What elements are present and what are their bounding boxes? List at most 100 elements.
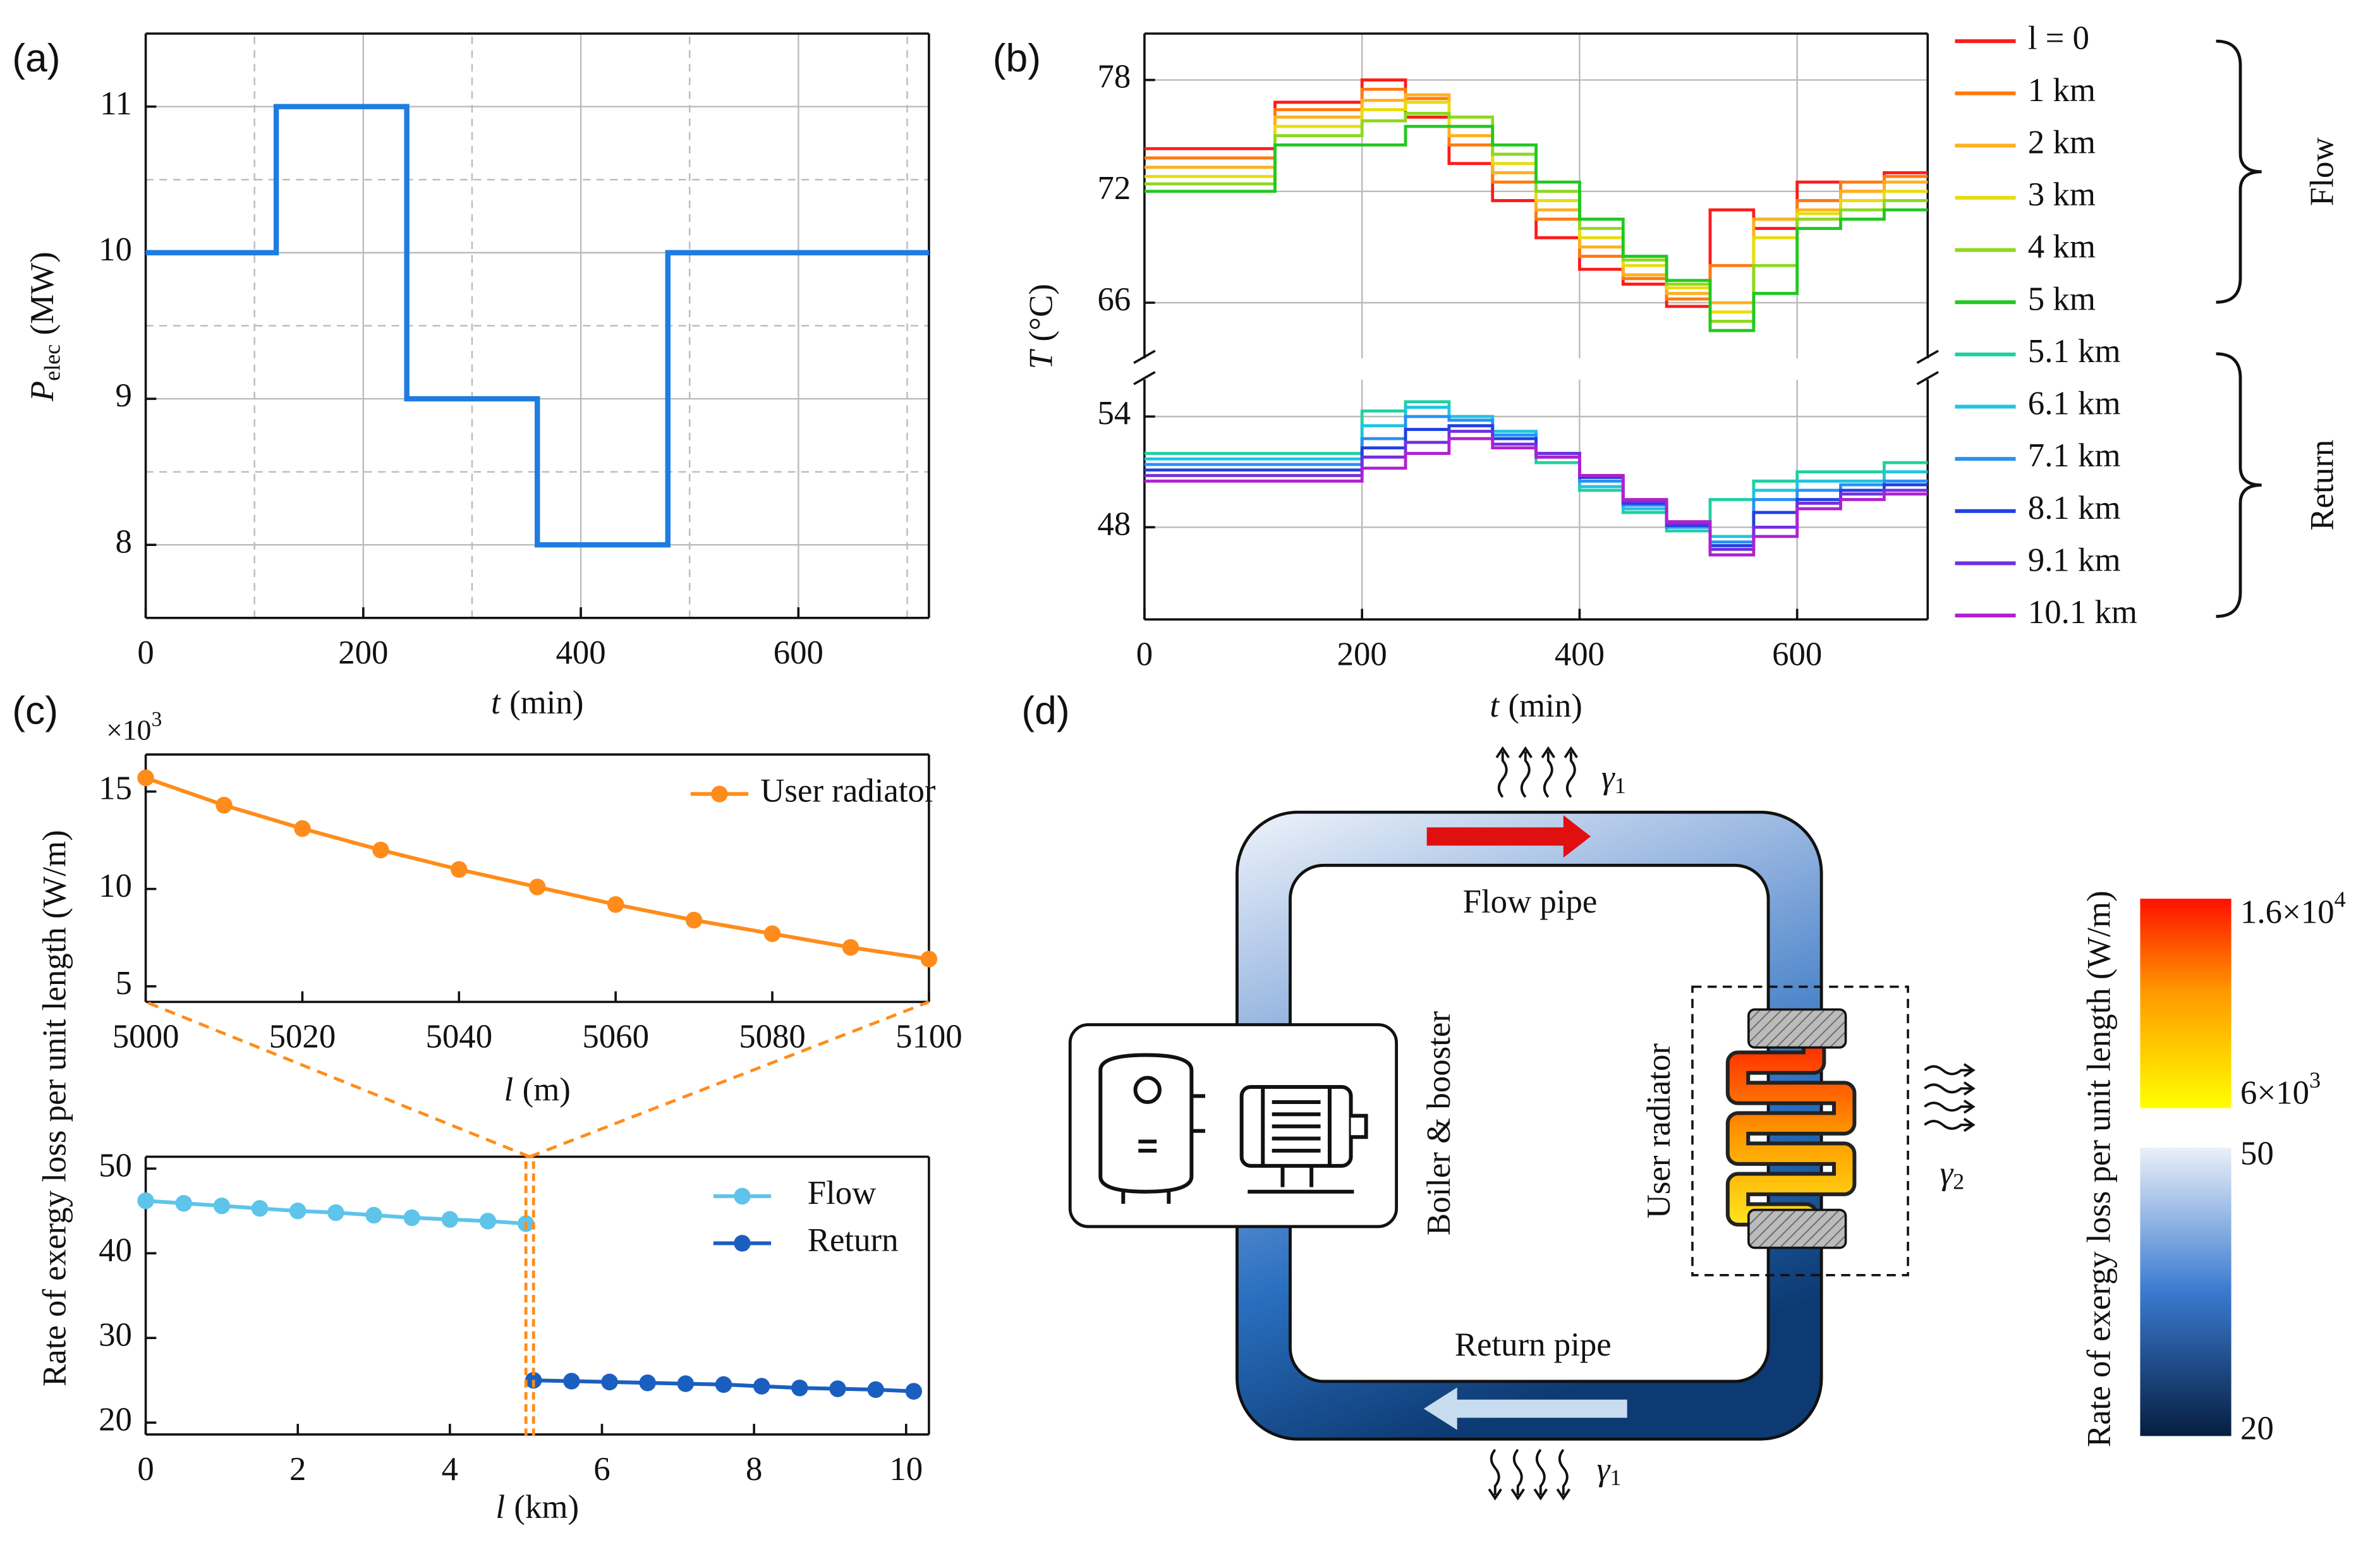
symbol: l (504, 1072, 514, 1108)
y-tick-label: 50 (99, 1147, 132, 1184)
colorbar-label: Rate of exergy loss per unit length (W/m… (2081, 890, 2118, 1447)
marker (451, 861, 468, 878)
marker (479, 1213, 497, 1230)
axis-break (1916, 371, 1939, 385)
panel-label: (a) (12, 36, 60, 80)
unit: (min) (1508, 688, 1582, 724)
marker (441, 1211, 459, 1228)
x-tick-label: 5100 (896, 1019, 962, 1055)
y-tick-label: 54 (1098, 395, 1131, 432)
x-tick-label: 200 (338, 634, 388, 671)
panel-label: (d) (1021, 689, 1069, 733)
colorbar-tick: 1.6×104 (2240, 887, 2346, 930)
legend-label: 7.1 km (2028, 437, 2121, 474)
x-tick-label: 600 (1772, 636, 1822, 672)
colorbar-tick: 20 (2240, 1410, 2274, 1447)
symbol: T (1023, 348, 1060, 369)
symbol: P (24, 381, 61, 402)
radiator-coil (1729, 1047, 1853, 1237)
step-line (1144, 78, 1928, 308)
x-tick-label: 5040 (425, 1019, 492, 1055)
y-multiplier: ×103 (106, 708, 162, 746)
step-line (1144, 415, 1928, 544)
legend-marker (734, 1235, 751, 1252)
return-arrow (1423, 1387, 1627, 1430)
boiler-icon (1098, 1053, 1368, 1204)
step-line (1144, 112, 1928, 323)
x-tick-label: 2 (289, 1451, 306, 1488)
step-line (1144, 87, 1928, 301)
axis-label: Pelec (MW) (24, 252, 65, 402)
marker (753, 1378, 770, 1395)
marker (289, 1203, 307, 1220)
x-tick-label: 0 (1136, 636, 1153, 672)
y-tick-label: 66 (1098, 281, 1131, 318)
marker (175, 1194, 192, 1212)
radiator-label: User radiator (1641, 1043, 1677, 1219)
step-line (1144, 124, 1928, 332)
x-tick-label: 200 (1337, 636, 1387, 672)
marker (677, 1375, 695, 1392)
marker (251, 1199, 269, 1217)
legend-label: 5.1 km (2028, 333, 2121, 370)
unit: (°C) (1023, 284, 1060, 342)
axis-label: T (°C) (1023, 284, 1060, 369)
legend-label: 5 km (2028, 281, 2096, 317)
colorbar-cool (2140, 1148, 2231, 1436)
legend-marker (734, 1187, 751, 1205)
step-line (145, 104, 929, 548)
y-tick-label: 8 (116, 523, 132, 560)
step-line (1144, 437, 1928, 557)
legend-label: 3 km (2028, 176, 2096, 213)
legend-label: 10.1 km (2028, 594, 2137, 631)
symbol: t (1490, 688, 1500, 724)
legend-label: 8.1 km (2028, 490, 2121, 526)
colorbar-warm (2140, 899, 2231, 1108)
gamma-symbol: γ (1597, 1451, 1611, 1488)
symbol: t (491, 684, 501, 721)
mantissa: 6×10 (2240, 1075, 2309, 1112)
y-tick-label: 9 (116, 377, 132, 414)
axis-label: t (min) (1490, 688, 1582, 724)
marker (842, 938, 859, 956)
unit: (min) (509, 684, 583, 721)
marker (905, 1383, 923, 1400)
marker (294, 820, 311, 837)
colorbar-tick: 50 (2240, 1136, 2274, 1172)
return-pipe-label: Return pipe (1455, 1326, 1612, 1363)
multiplier-base: ×10 (106, 714, 151, 746)
heat-arrows-bottom (1488, 1448, 1571, 1501)
x-tick-label: 600 (774, 634, 823, 671)
panel-label: (b) (993, 36, 1041, 80)
x-tick-label: 8 (746, 1451, 762, 1488)
y-tick-label: 40 (99, 1232, 132, 1268)
marker (327, 1204, 344, 1222)
marker (685, 911, 703, 929)
y-tick-label: 30 (99, 1316, 132, 1353)
y-tick-label: 11 (100, 85, 132, 122)
legend-label: User radiator (760, 773, 936, 810)
y-tick-label: 78 (1098, 59, 1131, 95)
legend-marker (711, 786, 728, 803)
legend-label: Flow (808, 1175, 877, 1211)
x-tick-label: 5000 (112, 1019, 179, 1055)
marker (607, 896, 624, 913)
marker (213, 1197, 231, 1215)
legend-label: 6.1 km (2028, 385, 2121, 422)
subscript: elec (40, 344, 65, 381)
marker (529, 878, 546, 895)
legend-label: 1 km (2028, 72, 2096, 109)
x-tick-label: 0 (137, 634, 154, 671)
radiator-header (1747, 1208, 1847, 1249)
marker (403, 1209, 420, 1227)
marker (601, 1373, 618, 1391)
marker (563, 1373, 580, 1390)
y-tick-label: 72 (1098, 170, 1131, 207)
x-tick-label: 400 (556, 634, 605, 671)
y-tick-label: 10 (99, 231, 132, 268)
step-line (1144, 93, 1928, 305)
axis-label: l (km) (495, 1489, 579, 1526)
